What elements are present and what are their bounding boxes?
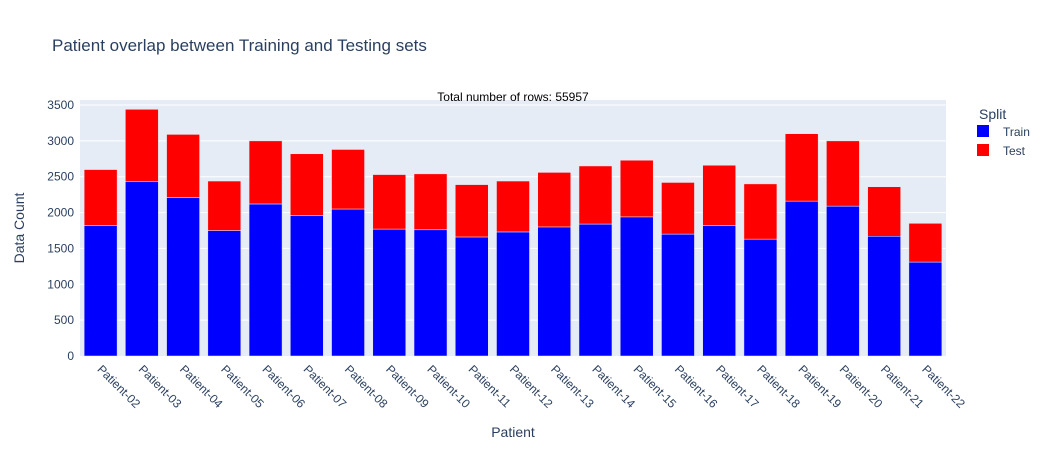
legend-swatch-test[interactable] bbox=[977, 144, 989, 156]
bar-test-patient-09 bbox=[372, 174, 407, 230]
x-tick-label: Patient-12 bbox=[507, 362, 556, 411]
bar-train-patient-13 bbox=[537, 226, 571, 357]
bar-train-patient-15 bbox=[619, 216, 654, 357]
x-tick-label: Patient-13 bbox=[548, 362, 597, 411]
y-tick-label: 3500 bbox=[47, 98, 74, 112]
bar-train-patient-02 bbox=[83, 225, 118, 357]
x-tick-label: Patient-21 bbox=[878, 362, 927, 411]
bar-train-patient-03 bbox=[125, 181, 159, 357]
bar-train-patient-08 bbox=[331, 208, 365, 357]
bar-test-patient-10 bbox=[413, 173, 448, 231]
bar-test-patient-06 bbox=[248, 140, 283, 205]
x-tick-label: Patient-05 bbox=[218, 362, 267, 411]
y-tick-label: 500 bbox=[54, 313, 74, 327]
bar-test-patient-22 bbox=[908, 223, 943, 263]
x-tick-label: Patient-06 bbox=[259, 362, 308, 411]
x-tick-label: Patient-17 bbox=[713, 362, 762, 411]
x-tick-label: Patient-16 bbox=[672, 362, 721, 411]
x-tick-label: Patient-04 bbox=[177, 362, 226, 411]
y-tick-label: 1000 bbox=[47, 277, 74, 291]
x-tick-label: Patient-19 bbox=[796, 362, 845, 411]
bars bbox=[83, 109, 943, 357]
bar-test-patient-07 bbox=[290, 153, 324, 216]
x-tick-label: Patient-22 bbox=[919, 362, 968, 411]
x-tick-label: Patient-10 bbox=[424, 362, 473, 411]
x-tick-label: Patient-15 bbox=[631, 362, 680, 411]
bar-test-patient-19 bbox=[784, 133, 819, 202]
x-axis-label: Patient bbox=[491, 424, 535, 440]
bar-train-patient-05 bbox=[207, 230, 242, 357]
legend-swatch-train[interactable] bbox=[977, 125, 989, 137]
bar-test-patient-18 bbox=[743, 183, 778, 240]
x-tick-label: Patient-20 bbox=[837, 362, 886, 411]
bar-test-patient-17 bbox=[702, 165, 736, 226]
bar-train-patient-14 bbox=[578, 223, 613, 357]
bar-test-patient-15 bbox=[619, 159, 654, 218]
y-tick-label: 2000 bbox=[47, 206, 74, 220]
y-tick-label: 1500 bbox=[47, 241, 74, 255]
bar-train-patient-20 bbox=[826, 205, 860, 357]
y-tick-label: 3000 bbox=[47, 134, 74, 148]
bar-train-patient-06 bbox=[248, 203, 283, 357]
bar-train-patient-18 bbox=[743, 238, 778, 357]
x-tick-label: Patient-03 bbox=[136, 362, 185, 411]
bar-train-patient-21 bbox=[867, 235, 901, 357]
bar-test-patient-16 bbox=[661, 182, 695, 235]
legend-title: Split bbox=[979, 106, 1006, 122]
bar-test-patient-21 bbox=[867, 186, 901, 237]
chart-title: Patient overlap between Training and Tes… bbox=[52, 36, 427, 55]
bar-train-patient-17 bbox=[702, 225, 736, 357]
bar-train-patient-22 bbox=[908, 261, 943, 357]
legend-label-test[interactable]: Test bbox=[1003, 144, 1026, 158]
bar-test-patient-12 bbox=[496, 180, 530, 233]
bar-train-patient-09 bbox=[372, 228, 407, 357]
bar-train-patient-12 bbox=[496, 231, 530, 357]
bar-train-patient-16 bbox=[661, 233, 695, 357]
y-tick-label: 0 bbox=[67, 349, 74, 363]
bar-train-patient-10 bbox=[413, 229, 448, 357]
x-tick-label: Patient-08 bbox=[342, 362, 391, 411]
bar-train-patient-04 bbox=[166, 197, 200, 357]
x-ticks: Patient-02Patient-03Patient-04Patient-05… bbox=[94, 362, 968, 411]
total-rows-annotation: Total number of rows: 55957 bbox=[437, 90, 589, 104]
y-axis-label: Data Count bbox=[11, 192, 27, 263]
bar-test-patient-02 bbox=[83, 169, 118, 226]
y-ticks: 0 500 1000 1500 2000 2500 3000 3500 bbox=[47, 98, 74, 363]
x-tick-label: Patient-02 bbox=[94, 362, 143, 411]
bar-test-patient-08 bbox=[331, 149, 365, 210]
bar-test-patient-04 bbox=[166, 134, 200, 198]
bar-test-patient-14 bbox=[578, 165, 613, 225]
bar-test-patient-05 bbox=[207, 180, 242, 231]
x-tick-label: Patient-18 bbox=[754, 362, 803, 411]
y-tick-label: 2500 bbox=[47, 170, 74, 184]
x-tick-label: Patient-07 bbox=[301, 362, 350, 411]
bar-train-patient-07 bbox=[290, 215, 324, 357]
x-tick-label: Patient-14 bbox=[589, 362, 638, 411]
bar-train-patient-19 bbox=[784, 200, 819, 357]
legend-label-train[interactable]: Train bbox=[1003, 125, 1030, 139]
bar-train-patient-11 bbox=[455, 236, 489, 357]
bar-test-patient-20 bbox=[826, 140, 860, 207]
x-tick-label: Patient-11 bbox=[466, 362, 514, 410]
bar-test-patient-11 bbox=[455, 184, 489, 238]
bar-test-patient-03 bbox=[125, 109, 159, 182]
legend: Split Train Test bbox=[977, 106, 1030, 158]
x-tick-label: Patient-09 bbox=[383, 362, 432, 411]
bar-test-patient-13 bbox=[537, 172, 571, 228]
